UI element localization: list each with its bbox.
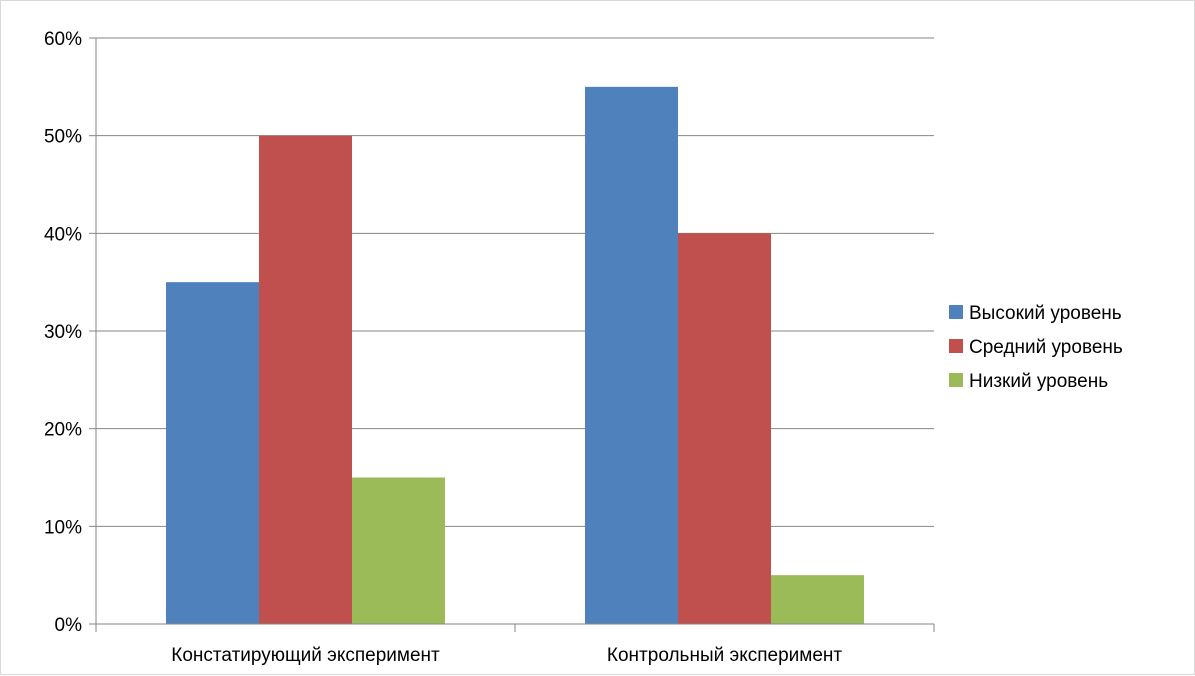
y-tick-labels: 0% 10% 20% 30% 40% 50% 60% (44, 29, 82, 636)
bar-3-1 (352, 477, 445, 624)
y-tick-label: 0% (55, 615, 83, 636)
x-category-label: Контрольный эксперимент (607, 645, 842, 666)
y-tick-label: 30% (44, 322, 82, 343)
bar-2-1 (259, 135, 352, 624)
y-tick-label: 60% (44, 29, 82, 50)
legend-swatch (949, 339, 963, 353)
legend-swatch (949, 305, 963, 319)
bar-1-2 (585, 86, 678, 625)
legend-label: Высокий уровень (969, 303, 1122, 324)
bar-1-1 (166, 282, 259, 624)
axes (89, 37, 935, 632)
x-category-labels: Констатирующий эксперимент Контрольный эк… (171, 645, 842, 666)
bar-3-2 (771, 575, 864, 624)
y-tick-label: 50% (44, 127, 82, 148)
x-category-label: Констатирующий эксперимент (171, 645, 440, 666)
y-tick-label: 20% (44, 420, 82, 441)
y-tick-label: 10% (44, 517, 82, 538)
bars (166, 86, 864, 625)
bar-2-2 (678, 233, 771, 625)
legend-label: Средний уровень (969, 337, 1123, 358)
legend: Высокий уровень Средний уровень Низкий уро… (949, 303, 1123, 392)
legend-label: Низкий уровень (969, 371, 1108, 392)
y-tick-label: 40% (44, 224, 82, 245)
legend-swatch (949, 373, 963, 387)
